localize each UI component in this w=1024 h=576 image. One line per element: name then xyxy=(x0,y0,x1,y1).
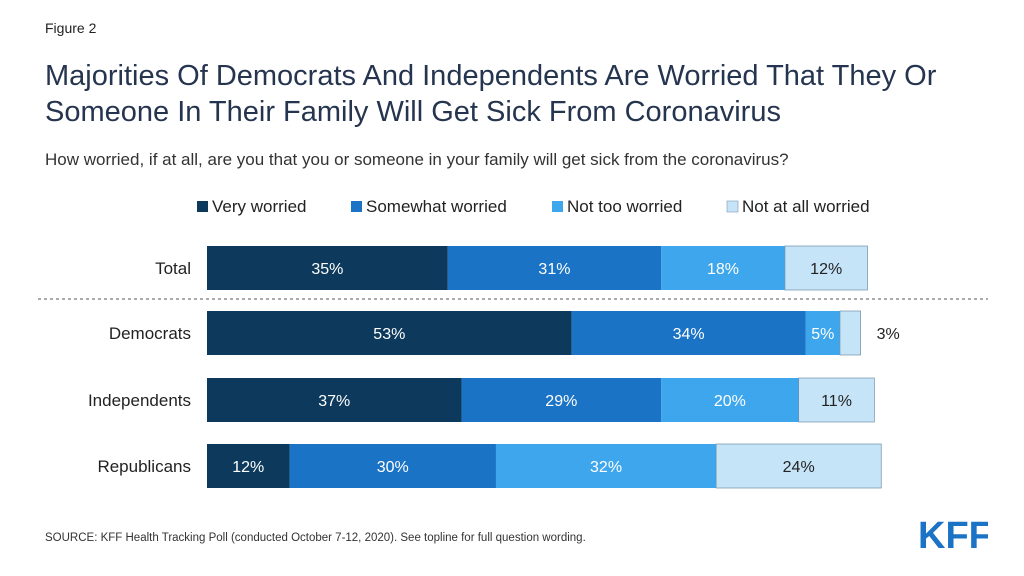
legend-swatch-somewhat-worried xyxy=(351,201,362,212)
bar-independents-not-at-all-worried xyxy=(798,377,875,423)
data-label-republicans-very-worried: 12% xyxy=(232,459,264,476)
bar-democrats-somewhat-worried xyxy=(571,311,806,355)
bar-republicans-not-at-all-worried xyxy=(715,443,882,489)
legend-swatch-very-worried xyxy=(197,201,208,212)
bar-independents-somewhat-worried xyxy=(461,378,662,422)
legend-label-not-at-all-worried: Not at all worried xyxy=(742,197,870,216)
chart-title: Majorities Of Democrats And Independents… xyxy=(45,60,937,128)
data-label-total-very-worried: 35% xyxy=(311,261,343,278)
stacked-bar-chart: Very worried Somewhat worried Not too worr… xyxy=(38,197,988,489)
data-label-republicans-not-too-worried: 32% xyxy=(590,459,622,476)
legend-label-not-too-worried: Not too worried xyxy=(567,197,682,216)
data-label-total-not-too-worried: 18% xyxy=(707,261,739,278)
bar-total-not-too-worried xyxy=(661,246,785,290)
bar-republicans-somewhat-worried xyxy=(289,444,496,488)
source-note: SOURCE: KFF Health Tracking Poll (conduc… xyxy=(45,532,586,544)
figure-label: Figure 2 xyxy=(45,20,97,36)
legend-swatch-not-at-all-worried xyxy=(726,200,739,213)
data-label-democrats-not-at-all-worried: 3% xyxy=(877,326,900,343)
bar-republicans-not-too-worried xyxy=(495,444,717,488)
bar-total-very-worried xyxy=(207,246,448,290)
bar-republicans-very-worried xyxy=(207,444,290,488)
chart-subtitle: How worried, if at all, are you that you… xyxy=(45,150,789,169)
category-label-democrats: Democrats xyxy=(109,324,191,343)
data-label-independents-not-at-all-worried: 11% xyxy=(821,393,852,410)
category-label-independents: Independents xyxy=(88,391,191,410)
legend-swatch-not-too-worried xyxy=(552,201,563,212)
data-label-democrats-very-worried: 53% xyxy=(373,326,405,343)
bar-democrats-not-at-all-worried xyxy=(839,310,861,356)
category-label-republicans: Republicans xyxy=(97,457,191,476)
bar-democrats-not-too-worried xyxy=(805,311,840,355)
data-label-republicans-somewhat-worried: 30% xyxy=(377,459,409,476)
bar-total-not-at-all-worried xyxy=(784,245,868,291)
legend-label-somewhat-worried: Somewhat worried xyxy=(366,197,507,216)
data-label-democrats-not-too-worried: 5% xyxy=(811,326,834,343)
data-label-republicans-not-at-all-worried: 24% xyxy=(783,459,815,476)
data-label-independents-not-too-worried: 20% xyxy=(714,393,746,410)
bar-independents-very-worried xyxy=(207,378,462,422)
data-label-democrats-somewhat-worried: 34% xyxy=(673,326,705,343)
kff-logo-text: KFF xyxy=(918,515,988,554)
data-label-independents-very-worried: 37% xyxy=(318,393,350,410)
legend-label-very-worried: Very worried xyxy=(212,197,306,216)
bar-democrats-very-worried xyxy=(207,311,572,355)
data-label-total-not-at-all-worried: 12% xyxy=(810,261,842,278)
data-label-independents-somewhat-worried: 29% xyxy=(545,393,577,410)
kff-logo: KFF xyxy=(918,515,988,554)
bar-total-somewhat-worried xyxy=(447,246,662,290)
data-label-total-somewhat-worried: 31% xyxy=(538,261,570,278)
bar-independents-not-too-worried xyxy=(661,378,799,422)
category-label-total: Total xyxy=(155,259,191,278)
